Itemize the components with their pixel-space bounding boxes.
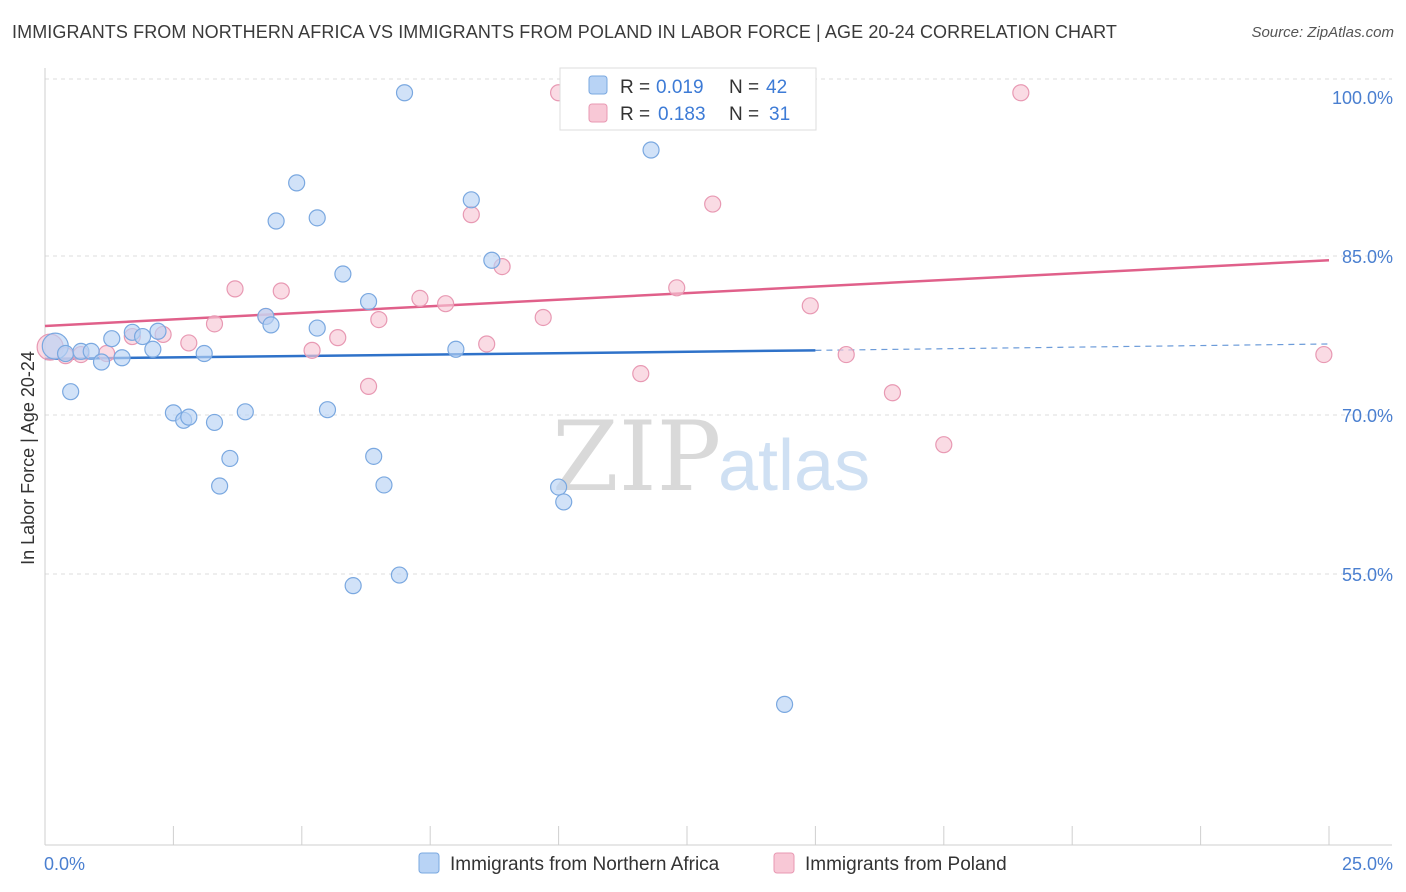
watermark-zip: ZIP	[552, 401, 721, 513]
point-poland	[534, 308, 552, 327]
point-northern-africa	[149, 322, 167, 340]
point-northern-africa	[344, 577, 362, 595]
point-poland	[370, 311, 388, 329]
legend-n-value-1: 42	[766, 77, 787, 98]
legend-n-label-2: N =	[729, 104, 759, 125]
point-northern-africa	[318, 401, 337, 419]
point-poland	[935, 436, 953, 454]
point-northern-africa	[62, 383, 80, 401]
point-northern-africa	[359, 292, 378, 311]
point-northern-africa	[375, 476, 393, 494]
point-poland	[272, 282, 290, 300]
point-northern-africa	[180, 408, 198, 426]
point-northern-africa	[82, 342, 100, 360]
chart-title: IMMIGRANTS FROM NORTHERN AFRICA VS IMMIG…	[12, 22, 1118, 42]
series-swatch-northern-africa	[418, 852, 440, 874]
legend-r-value-2: 0.183	[658, 104, 706, 125]
point-northern-africa	[308, 319, 326, 337]
point-northern-africa	[334, 265, 352, 283]
point-northern-africa	[205, 413, 224, 432]
point-poland	[801, 297, 819, 315]
point-northern-africa	[395, 84, 414, 102]
point-poland	[704, 195, 722, 213]
point-northern-africa	[555, 493, 573, 511]
axes	[44, 68, 1392, 846]
legend-r-label-2: R =	[620, 104, 650, 125]
point-poland	[462, 206, 480, 224]
point-northern-africa	[133, 327, 152, 346]
source-credit: Source: ZipAtlas.com	[1251, 24, 1394, 41]
point-northern-africa	[211, 477, 229, 495]
point-poland	[1012, 84, 1030, 102]
point-northern-africa	[483, 251, 501, 269]
trend-line-northern-africa	[44, 349, 816, 361]
point-northern-africa	[775, 695, 794, 713]
point-northern-africa	[92, 353, 111, 371]
trend-line-northern-africa-extension	[815, 343, 1330, 351]
point-northern-africa	[113, 349, 131, 367]
watermark: ZIP atlas	[552, 401, 870, 513]
y-tick-labels: 55.0% 70.0% 85.0% 100.0%	[1332, 88, 1393, 585]
y-tick-label: 55.0%	[1342, 565, 1393, 585]
series-label-poland: Immigrants from Poland	[805, 854, 1007, 875]
point-poland	[329, 329, 347, 347]
point-northern-africa	[308, 209, 326, 227]
y-tick-label: 100.0%	[1332, 88, 1393, 108]
point-poland	[180, 334, 198, 352]
point-northern-africa	[144, 340, 162, 358]
data-points	[36, 84, 1333, 713]
point-northern-africa	[103, 330, 121, 348]
point-northern-africa	[221, 449, 239, 468]
legend-n-label-1: N =	[729, 77, 759, 98]
point-poland	[1315, 345, 1333, 364]
point-poland	[303, 341, 321, 359]
legend-swatch-poland	[588, 103, 608, 123]
point-northern-africa	[195, 344, 213, 363]
point-northern-africa	[642, 141, 660, 159]
series-label-northern-africa: Immigrants from Northern Africa	[450, 854, 720, 875]
x-tick-label: 0.0%	[44, 854, 85, 874]
point-northern-africa	[262, 316, 280, 334]
point-northern-africa	[365, 447, 383, 465]
y-axis-title: In Labor Force | Age 20-24	[18, 351, 38, 565]
legend-n-value-2: 31	[769, 104, 790, 125]
series-legend: Immigrants from Northern Africa Immigran…	[418, 852, 1007, 875]
point-northern-africa	[288, 174, 306, 192]
point-poland	[837, 345, 855, 364]
point-poland	[478, 335, 496, 353]
point-poland	[668, 279, 686, 297]
legend-r-value-1: 0.019	[656, 77, 704, 98]
point-northern-africa	[447, 340, 465, 358]
point-poland	[632, 365, 650, 383]
point-poland	[883, 384, 902, 402]
legend: R = 0.019 N = 42 R = 0.183 N = 31	[559, 67, 817, 131]
point-northern-africa	[549, 478, 568, 496]
point-poland	[226, 280, 244, 298]
point-poland	[205, 315, 224, 333]
point-northern-africa	[267, 212, 285, 230]
point-poland	[411, 289, 429, 307]
series-swatch-poland	[773, 852, 795, 874]
y-tick-label: 85.0%	[1342, 247, 1393, 267]
x-tick-labels: 0.0% 25.0%	[44, 854, 1393, 874]
trend-lines	[44, 258, 1330, 361]
point-northern-africa	[462, 191, 480, 209]
watermark-atlas: atlas	[718, 426, 870, 506]
legend-swatch-northern-africa	[588, 75, 608, 95]
point-poland	[359, 377, 378, 395]
x-tick-label: 25.0%	[1342, 854, 1393, 874]
y-tick-label: 70.0%	[1342, 406, 1393, 426]
point-northern-africa	[236, 403, 254, 421]
point-northern-africa	[390, 566, 408, 584]
point-poland	[437, 295, 455, 313]
grid-lines	[45, 78, 1392, 575]
legend-r-label-1: R =	[620, 77, 650, 98]
point-northern-africa	[56, 344, 75, 363]
